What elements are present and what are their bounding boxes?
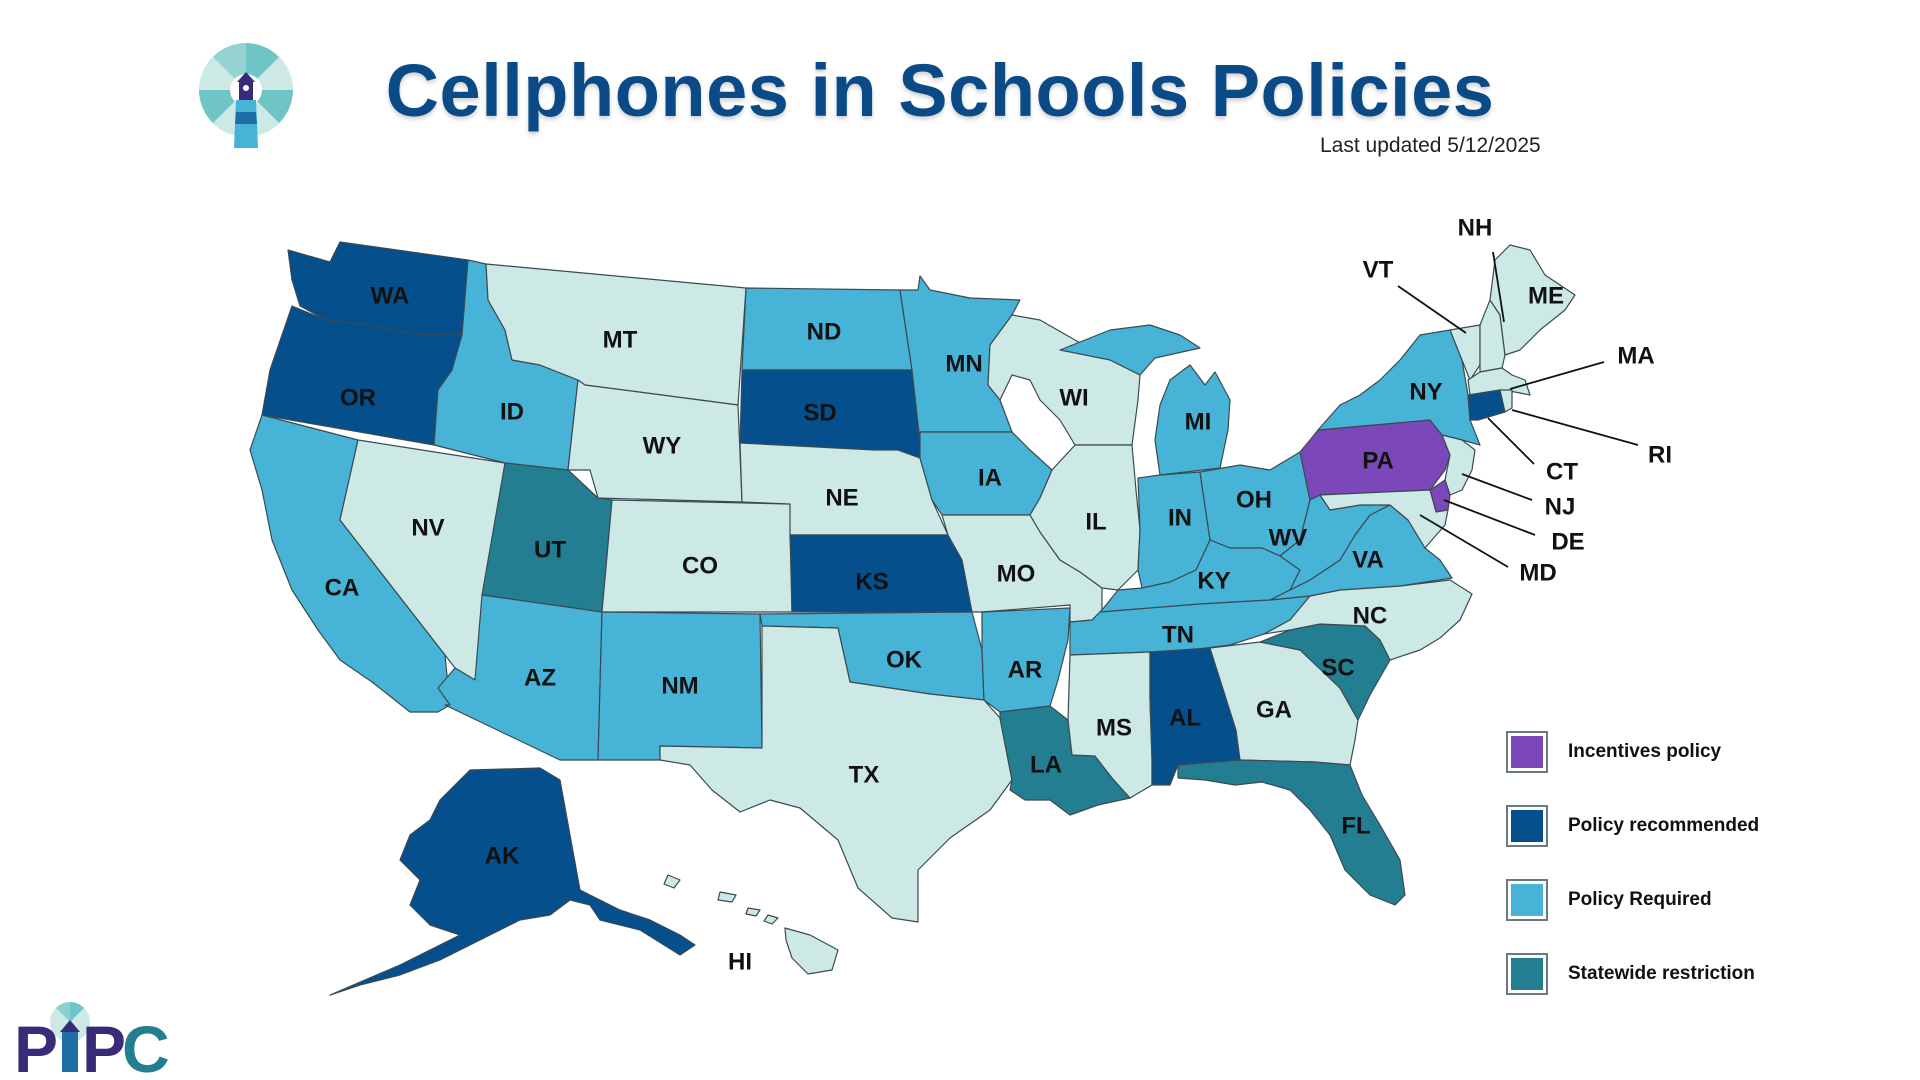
state-labels: WA OR CA NV ID MT WY UT AZ CO NM ND SD N… (325, 215, 1672, 976)
state-ne[interactable] (739, 442, 949, 536)
label-mi: MI (1185, 409, 1212, 436)
label-il: IL (1085, 509, 1106, 536)
label-ut: UT (534, 537, 566, 564)
label-ky: KY (1197, 568, 1230, 595)
label-wy: WY (643, 433, 682, 460)
label-or: OR (340, 385, 376, 412)
label-sc: SC (1321, 655, 1354, 682)
svg-text:P: P (82, 1012, 126, 1078)
label-ar: AR (1008, 657, 1043, 684)
label-md: MD (1519, 560, 1556, 587)
state-il[interactable] (1029, 444, 1141, 591)
label-oh: OH (1236, 487, 1272, 514)
legend-item-recommended: Policy recommended (1506, 804, 1760, 848)
state-md[interactable] (1319, 489, 1449, 549)
label-ma: MA (1617, 343, 1654, 370)
label-ok: OK (886, 647, 923, 674)
label-ks: KS (855, 569, 888, 596)
label-ak: AK (485, 843, 520, 870)
label-wa: WA (371, 283, 410, 310)
state-nj[interactable] (1441, 434, 1476, 496)
state-hi[interactable] (663, 874, 839, 975)
state-vt[interactable] (1449, 324, 1481, 381)
label-ca: CA (325, 575, 360, 602)
label-az: AZ (524, 665, 556, 692)
label-nv: NV (411, 515, 444, 542)
label-nd: ND (807, 319, 842, 346)
legend-label: Policy recommended (1568, 815, 1760, 836)
label-va: VA (1352, 547, 1384, 574)
label-ct: CT (1546, 459, 1578, 486)
label-nc: NC (1353, 603, 1388, 630)
svg-text:C: C (122, 1012, 170, 1078)
label-wi: WI (1059, 385, 1088, 412)
label-ms: MS (1096, 715, 1132, 742)
label-la: LA (1030, 752, 1062, 779)
legend-label: Incentives policy (1568, 741, 1722, 762)
label-id: ID (500, 399, 524, 426)
label-vt: VT (1363, 257, 1394, 284)
state-me[interactable] (1489, 244, 1576, 356)
label-me: ME (1528, 283, 1564, 310)
leader-lines (1397, 251, 1639, 568)
label-in: IN (1168, 505, 1192, 532)
label-mt: MT (603, 327, 638, 354)
label-de: DE (1551, 529, 1584, 556)
label-ny: NY (1409, 379, 1442, 406)
state-mi[interactable] (1059, 324, 1231, 476)
state-ct[interactable] (1467, 389, 1506, 421)
lighthouse-logo-icon (199, 43, 293, 148)
state-tx[interactable] (659, 625, 1013, 923)
last-updated-text: Last updated 5/12/2025 (1320, 134, 1541, 157)
page-title: Cellphones in Schools Policies (385, 49, 1495, 132)
state-ak[interactable] (329, 767, 696, 996)
label-mo: MO (997, 561, 1036, 588)
legend: Incentives policy Policy recommended Pol… (1506, 730, 1760, 1026)
legend-item-required: Policy Required (1506, 878, 1759, 922)
legend-swatch (1506, 731, 1548, 773)
svg-text:P: P (14, 1012, 58, 1078)
label-nm: NM (661, 673, 698, 700)
label-al: AL (1169, 705, 1201, 732)
label-ia: IA (978, 465, 1002, 492)
label-tx: TX (849, 762, 880, 789)
label-ri: RI (1648, 442, 1672, 469)
legend-swatch (1506, 879, 1548, 921)
legend-swatch (1506, 805, 1548, 847)
label-hi: HI (728, 949, 752, 976)
legend-item-incentives: Incentives policy (1506, 730, 1759, 774)
label-tn: TN (1162, 622, 1194, 649)
label-ga: GA (1256, 697, 1292, 724)
label-sd: SD (803, 400, 836, 427)
legend-item-statewide: Statewide restriction (1506, 952, 1759, 996)
label-ne: NE (825, 485, 858, 512)
legend-label: Policy Required (1568, 889, 1712, 910)
state-ri[interactable] (1499, 389, 1513, 413)
legend-label: Statewide restriction (1568, 963, 1755, 984)
label-co: CO (682, 553, 718, 580)
legend-swatch (1506, 953, 1548, 995)
label-fl: FL (1341, 813, 1370, 840)
state-mt[interactable] (485, 263, 747, 406)
label-nj: NJ (1545, 494, 1576, 521)
pipc-logo-icon: P P C (14, 1002, 170, 1078)
label-mn: MN (945, 351, 982, 378)
state-fl[interactable] (1177, 759, 1406, 906)
state-wy[interactable] (567, 379, 743, 503)
label-nh: NH (1458, 215, 1493, 242)
label-wv: WV (1269, 525, 1308, 552)
label-pa: PA (1362, 448, 1394, 475)
